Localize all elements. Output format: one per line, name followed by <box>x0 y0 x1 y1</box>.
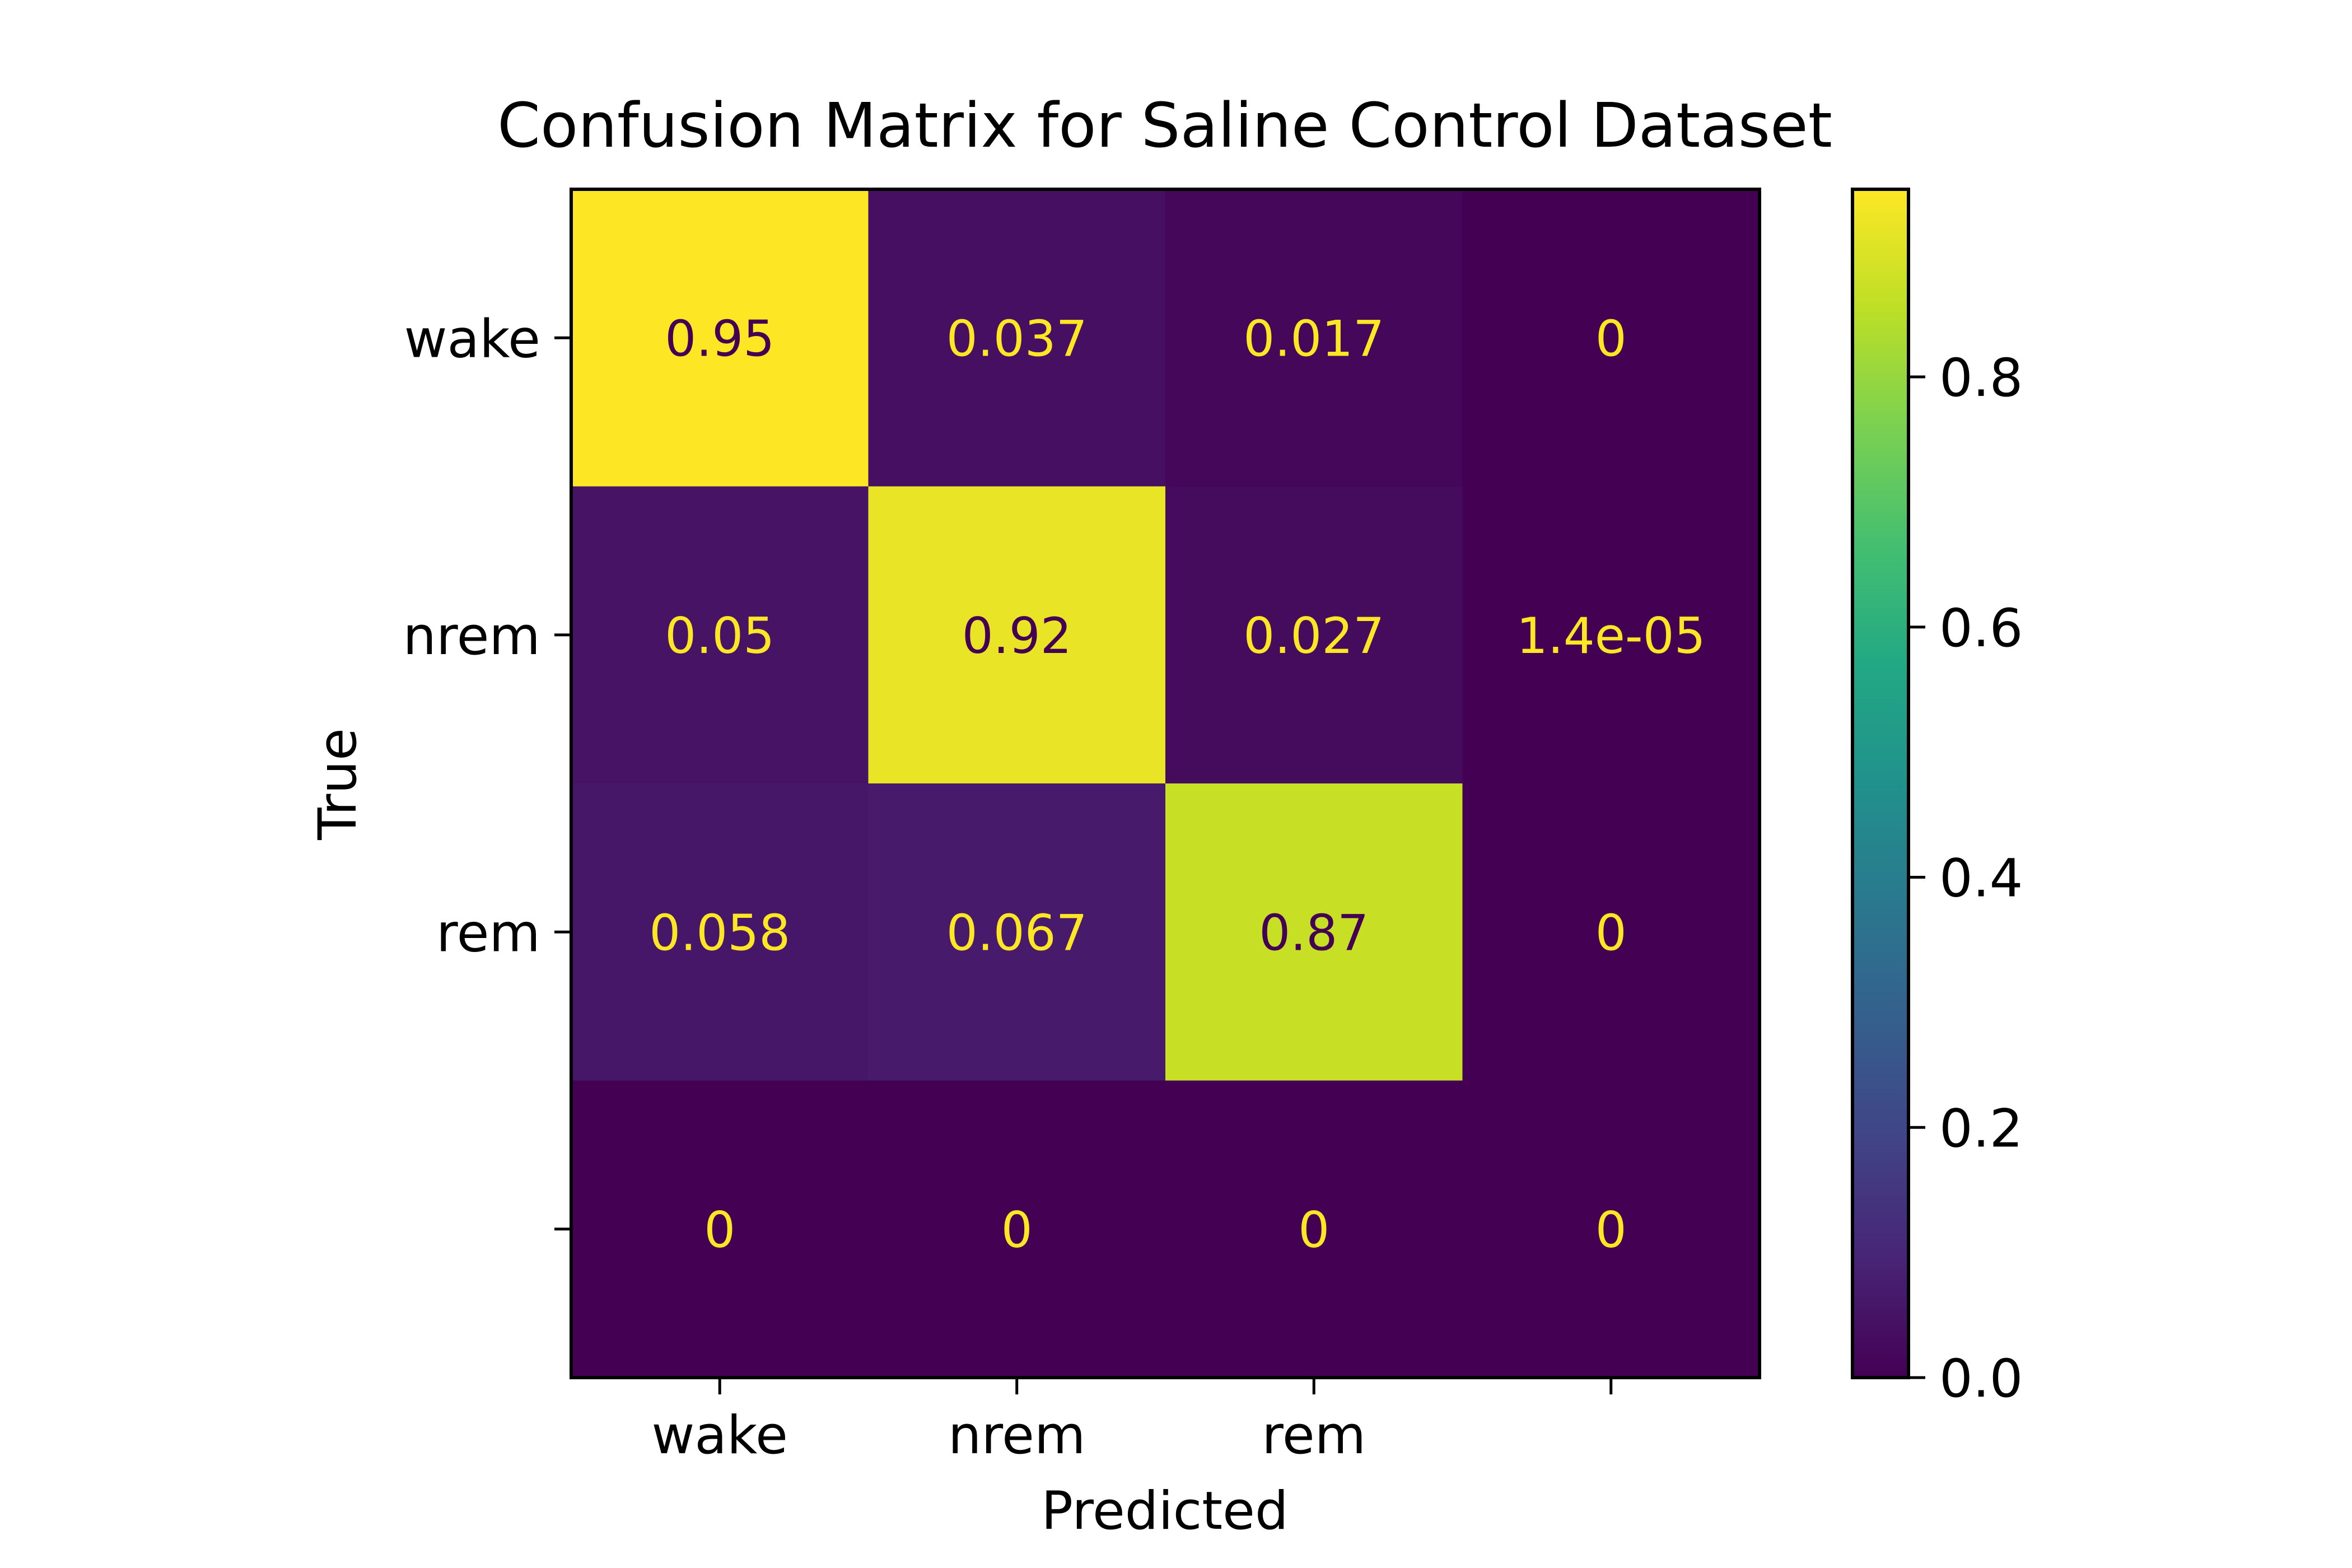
cell-value-label: 0.067 <box>946 904 1088 962</box>
x-tick-label: wake <box>652 1405 788 1466</box>
y-tick-label: rem <box>436 903 540 964</box>
colorbar-tick-label: 0.8 <box>1939 348 2023 409</box>
cell-value-label: 0.037 <box>946 310 1088 367</box>
matrix-cell <box>1165 783 1463 1081</box>
axes-frame <box>570 188 1761 1379</box>
y-tick-label: wake <box>404 309 540 370</box>
cell-value-label: 0.87 <box>1259 904 1369 962</box>
colorbar-tick-label: 0.0 <box>1939 1348 2023 1410</box>
colorbar-tick-label: 0.6 <box>1939 598 2023 659</box>
x-tick-label: rem <box>1262 1405 1366 1466</box>
cell-value-label: 0 <box>1595 1201 1627 1259</box>
cell-value-label: 0.058 <box>649 904 790 962</box>
cell-value-label: 0 <box>1298 1201 1329 1259</box>
matrix-cell <box>1462 783 1760 1081</box>
colorbar-ticks: 0.0 0.2 0.4 0.6 0.8 <box>1908 348 2023 1410</box>
x-axis-label: Predicted <box>1041 1481 1288 1542</box>
matrix-cell <box>1165 1080 1463 1378</box>
cell-value-label: 0 <box>1001 1201 1033 1259</box>
cell-value-label: 0.95 <box>665 310 774 367</box>
matrix-cell <box>571 1080 869 1378</box>
cell-value-label: 0.92 <box>962 607 1072 665</box>
cell-value-label: 0.027 <box>1243 607 1384 665</box>
cell-value-label: 0 <box>704 1201 735 1259</box>
colorbar-tick-label: 0.4 <box>1939 848 2023 909</box>
matrix-cell <box>868 486 1166 784</box>
cell-value-label: 0.05 <box>665 607 774 665</box>
cell-value-label: 1.4e-05 <box>1516 607 1706 665</box>
x-axis-ticks: wake nrem rem <box>652 1378 1613 1466</box>
colorbar-tick-label: 0.2 <box>1939 1098 2023 1159</box>
matrix-cell <box>571 189 869 487</box>
y-tick-label: nrem <box>403 606 540 667</box>
cell-value-label: 0 <box>1595 310 1627 367</box>
chart-title: Confusion Matrix for Saline Control Data… <box>497 90 1832 161</box>
matrix-cell <box>1165 189 1463 487</box>
matrix-cell <box>868 783 1166 1081</box>
colorbar <box>1851 188 1910 1379</box>
y-axis-label: True <box>307 728 368 841</box>
matrix-cell <box>571 486 869 784</box>
matrix-cell <box>571 783 869 1081</box>
x-tick-label: nrem <box>948 1405 1086 1466</box>
matrix-cell <box>1462 1080 1760 1378</box>
matrix-cell <box>1462 189 1760 487</box>
heatmap-cells: 0.95 0.037 0.017 0 0.05 0.92 0.027 1.4e-05 0.058… <box>571 189 1760 1378</box>
y-axis-ticks: wake nrem rem <box>403 309 571 1231</box>
cell-value-label: 0 <box>1595 904 1627 962</box>
matrix-cell <box>868 189 1166 487</box>
matrix-cell <box>868 1080 1166 1378</box>
cell-value-label: 0.017 <box>1243 310 1384 367</box>
matrix-cell <box>1462 486 1760 784</box>
matrix-cell <box>1165 486 1463 784</box>
